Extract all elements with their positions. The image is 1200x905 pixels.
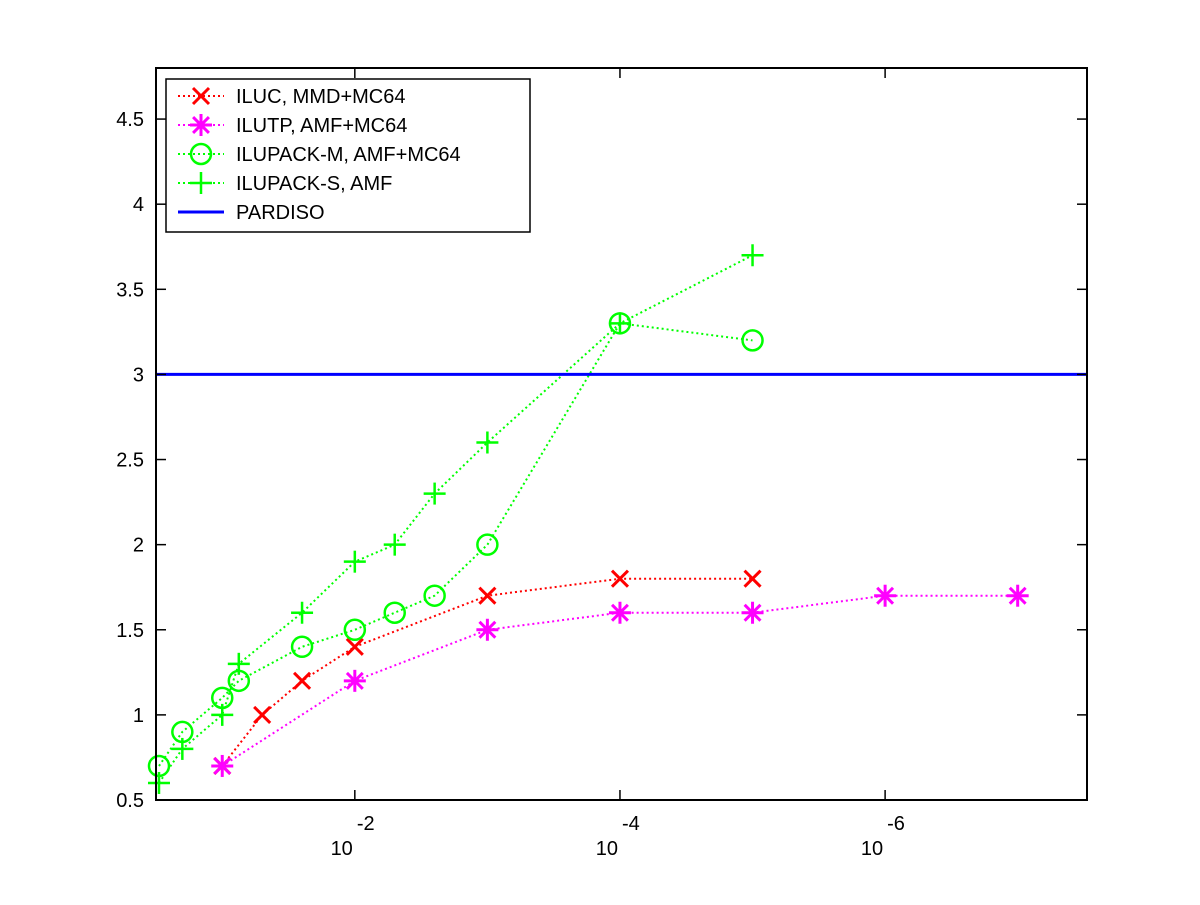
marker-stroke <box>610 603 629 622</box>
marker-stroke <box>290 635 314 659</box>
data-point-s0-5 <box>610 569 630 588</box>
marker-stroke <box>476 533 499 556</box>
data-point-s2-7 <box>423 584 446 607</box>
marker-stroke <box>189 142 213 166</box>
marker-stroke <box>345 637 364 656</box>
y-tick-label: 4.5 <box>116 109 144 131</box>
legend-label-3: ILUPACK-S, AMF <box>236 173 392 195</box>
marker-stroke <box>741 329 764 352</box>
y-axis: 0.5 1 1.5 2 2.5 3 3.5 4 4.5 <box>116 109 1087 812</box>
data-point-s1-6 <box>1006 584 1029 607</box>
data-point-s0-3 <box>345 637 364 656</box>
marker-stroke <box>192 116 210 134</box>
legend-marker-1 <box>190 114 212 136</box>
y-tick-label: 2.5 <box>116 450 144 472</box>
data-point-s3-0 <box>147 771 170 794</box>
y-tick-label: 4 <box>133 194 144 216</box>
series-line-2 <box>158 322 753 767</box>
data-point-s0-2 <box>293 671 312 690</box>
legend-marker-3 <box>190 172 212 194</box>
legend-label-0: ILUC, MMD+MC64 <box>236 86 405 108</box>
marker-stroke <box>478 586 497 605</box>
marker-stroke <box>743 603 762 622</box>
legend-marker-0 <box>191 86 211 106</box>
marker-stroke <box>610 569 630 588</box>
data-point-s3-10 <box>741 244 764 267</box>
marker-stroke <box>343 618 367 642</box>
plot-frame <box>155 67 1088 801</box>
y-tick-label: 3.5 <box>116 279 144 301</box>
x-axis: -210-410-610 <box>331 68 905 860</box>
y-tick-label: 3 <box>133 364 144 386</box>
data-point-s0-6 <box>743 569 762 588</box>
x-tick-base: 10 <box>861 838 883 860</box>
marker-stroke <box>383 601 406 624</box>
legend-box <box>165 78 531 233</box>
marker-stroke <box>213 756 232 775</box>
data-point-s2-10 <box>741 329 764 352</box>
data-point-s3-9 <box>608 312 631 335</box>
marker-stroke <box>253 705 272 724</box>
data-point-s1-1 <box>343 669 366 692</box>
legend-label-1: ILUTP, AMF+MC64 <box>236 115 407 137</box>
data-point-s1-2 <box>476 618 499 641</box>
data-point-s3-4 <box>291 601 314 624</box>
x-tick-base: 10 <box>331 838 353 860</box>
y-tick-label: 0.5 <box>116 790 144 812</box>
marker-stroke <box>743 569 762 588</box>
data-point-s2-6 <box>383 601 406 624</box>
x-tick-exponent: -2 <box>357 813 375 835</box>
marker-stroke <box>423 584 446 607</box>
y-tick-label: 1.5 <box>116 620 144 642</box>
x-tick-exponent: -4 <box>622 813 640 835</box>
data-point-s3-3 <box>227 652 250 675</box>
x-tick-exponent: -6 <box>887 813 905 835</box>
marker-stroke <box>345 671 364 690</box>
series-markers <box>147 244 1029 794</box>
data-point-s3-7 <box>423 482 446 505</box>
data-point-s3-6 <box>383 533 406 556</box>
marker-stroke <box>876 586 895 605</box>
legend: ILUC, MMD+MC64 ILUTP, AMF+MC64 ILUPACK-M, … <box>165 78 531 233</box>
legend-label-2: ILUPACK-M, AMF+MC64 <box>236 144 461 166</box>
legend-label-4: PARDISO <box>236 202 325 224</box>
data-point-s3-8 <box>476 431 499 454</box>
data-point-s3-2 <box>211 703 234 726</box>
data-point-s2-5 <box>343 618 367 642</box>
data-point-s3-1 <box>171 737 194 760</box>
data-point-s1-4 <box>741 601 764 624</box>
y-tick-label: 2 <box>133 535 144 557</box>
x-tick-base: 10 <box>596 838 618 860</box>
marker-stroke <box>478 620 497 639</box>
legend-marker-2 <box>189 142 213 166</box>
marker-stroke <box>191 86 211 106</box>
data-point-s3-5 <box>343 550 366 573</box>
data-point-s1-3 <box>608 601 631 624</box>
data-point-s1-0 <box>211 754 234 777</box>
marker-stroke <box>1008 586 1027 605</box>
data-point-s2-4 <box>290 635 314 659</box>
series-line-3 <box>158 254 753 784</box>
data-point-s1-5 <box>874 584 897 607</box>
data-point-s2-8 <box>476 533 499 556</box>
data-point-s0-4 <box>478 586 497 605</box>
data-point-s0-1 <box>253 705 272 724</box>
marker-stroke <box>293 671 312 690</box>
y-tick-label: 1 <box>133 705 144 727</box>
